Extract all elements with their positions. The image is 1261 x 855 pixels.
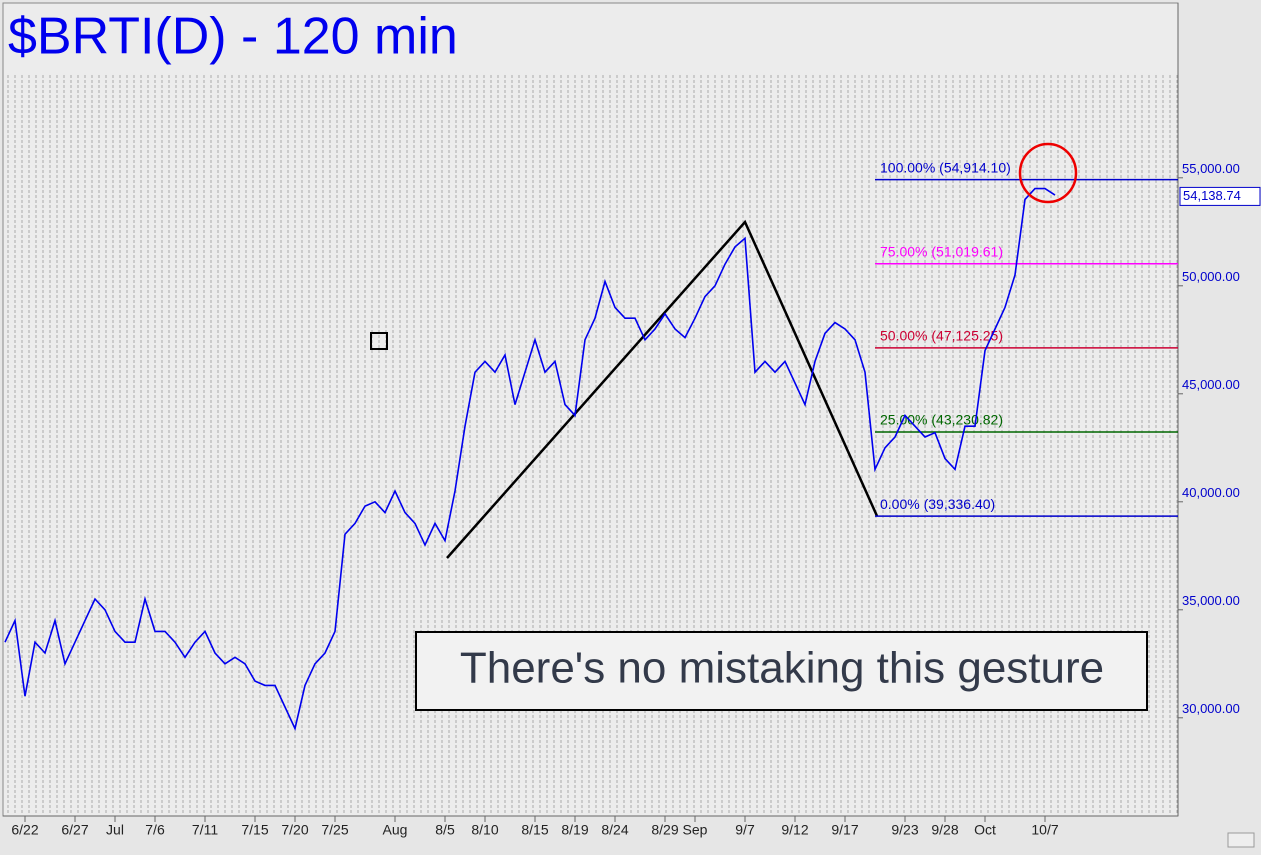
level-label: 0.00% (39,336.40) bbox=[880, 496, 995, 512]
x-tick-label: 8/24 bbox=[601, 822, 628, 838]
x-tick-label: 7/15 bbox=[241, 822, 268, 838]
level-label: 25.00% (43,230.82) bbox=[880, 412, 1003, 428]
marker-square bbox=[370, 332, 388, 350]
x-tick-label: 7/25 bbox=[321, 822, 348, 838]
x-tick-label: 8/15 bbox=[521, 822, 548, 838]
x-tick-label: 8/29 bbox=[651, 822, 678, 838]
x-tick-label: 9/28 bbox=[931, 822, 958, 838]
x-tick-label: Jul bbox=[106, 822, 124, 838]
chart-title: $BRTI(D) - 120 min bbox=[8, 8, 458, 66]
price-line bbox=[4, 187, 1056, 732]
x-tick-label: 9/12 bbox=[781, 822, 808, 838]
y-tick-label: 35,000.00 bbox=[1182, 593, 1240, 608]
level-label: 100.00% (54,914.10) bbox=[880, 159, 1011, 175]
pattern-line bbox=[446, 219, 879, 559]
x-tick-label: 9/17 bbox=[831, 822, 858, 838]
level-label: 75.00% (51,019.61) bbox=[880, 243, 1003, 259]
data-layer: 30,000.00 35,000.00 40,000.00 45,000.00 50,0… bbox=[3, 3, 1261, 838]
y-tick-label: 45,000.00 bbox=[1182, 377, 1240, 392]
level-label: 50.00% (47,125.25) bbox=[880, 328, 1003, 344]
x-tick-label: 6/22 bbox=[11, 822, 38, 838]
y-tick-label: 40,000.00 bbox=[1182, 485, 1240, 500]
y-tick-label: 50,000.00 bbox=[1182, 269, 1240, 284]
x-tick-label: 10/7 bbox=[1031, 822, 1058, 838]
x-tick-label: Oct bbox=[974, 822, 996, 838]
x-tick-label: 7/20 bbox=[281, 822, 308, 838]
x-tick-label: 6/27 bbox=[61, 822, 88, 838]
x-tick-label: 8/5 bbox=[435, 822, 455, 838]
x-tick-label: Aug bbox=[383, 822, 408, 838]
x-tick-label: 9/23 bbox=[891, 822, 918, 838]
x-tick-label: 8/19 bbox=[561, 822, 588, 838]
highlight-circle bbox=[1018, 142, 1078, 204]
y-tick-label: 55,000.00 bbox=[1182, 161, 1240, 176]
x-tick-label: 7/6 bbox=[145, 822, 165, 838]
x-tick-label: 8/10 bbox=[471, 822, 498, 838]
last-price-label: 54,138.74 bbox=[1183, 188, 1241, 203]
x-tick-label: Sep bbox=[683, 822, 708, 838]
annotation-text: There's no mistaking this gesture bbox=[460, 644, 1104, 693]
corner-box bbox=[1227, 832, 1255, 848]
annotation-box bbox=[415, 631, 1148, 711]
x-tick-label: 9/7 bbox=[735, 822, 755, 838]
y-tick-label: 30,000.00 bbox=[1182, 701, 1240, 716]
x-tick-label: 7/11 bbox=[192, 822, 218, 838]
last-price-box bbox=[1179, 186, 1261, 206]
